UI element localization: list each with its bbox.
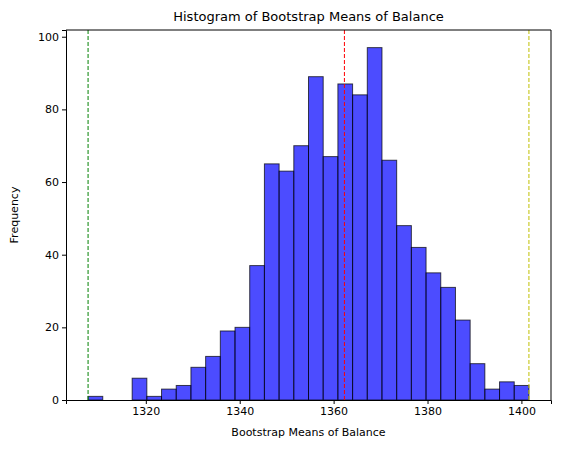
histogram-bar — [426, 273, 441, 400]
histogram-bar — [117, 400, 132, 401]
y-tick: 100 — [38, 31, 66, 44]
histogram-bar — [500, 382, 515, 400]
x-axis-title: Bootstrap Means of Balance — [231, 426, 386, 439]
y-axis-line — [62, 31, 67, 401]
y-axis: 0 20 40 60 80 100 — [38, 31, 67, 408]
y-tick-label: 80 — [45, 103, 59, 116]
histogram-bar — [309, 77, 324, 400]
histogram-bar — [162, 389, 177, 400]
x-tick-label: 1340 — [226, 405, 254, 418]
x-tick-mark — [334, 400, 335, 404]
histogram-bar — [323, 157, 338, 400]
plot-area: 1320 1340 1360 1380 1400 0 20 40 60 80 100 — [38, 30, 552, 418]
reference-line — [344, 30, 345, 400]
histogram-bar — [191, 367, 206, 400]
y-tick-mark — [62, 37, 66, 38]
histogram-bar — [382, 160, 397, 400]
y-tick-mark — [62, 400, 66, 401]
histogram-bar — [397, 226, 412, 400]
histogram-bar — [206, 356, 221, 400]
histogram-bar — [441, 287, 456, 400]
histogram-bar — [88, 396, 103, 400]
histogram-bar — [235, 327, 250, 400]
y-tick: 80 — [45, 103, 66, 116]
y-tick-mark — [62, 327, 66, 328]
y-tick: 0 — [52, 394, 66, 407]
y-tick-label: 100 — [38, 31, 59, 44]
x-tick: 1380 — [414, 400, 442, 418]
title: Histogram of Bootstrap Means of Balance — [173, 9, 444, 24]
histogram-bar — [176, 385, 191, 400]
histogram-bar — [279, 171, 294, 400]
histogram-bar — [220, 331, 235, 400]
frame-top — [66, 30, 551, 31]
x-tick-label: 1320 — [132, 405, 160, 418]
y-tick-label: 40 — [45, 249, 59, 262]
x-tick: 1340 — [226, 400, 254, 418]
x-tick: 1320 — [132, 400, 160, 418]
y-tick-mark — [62, 255, 66, 256]
histogram-bar — [470, 364, 485, 400]
y-tick-label: 60 — [45, 176, 59, 189]
x-tick-label: 1380 — [414, 405, 442, 418]
histogram-bar — [367, 48, 382, 400]
x-axis-line — [67, 401, 552, 405]
x-tick-label: 1360 — [320, 405, 348, 418]
histogram-bar — [411, 247, 426, 400]
y-tick-label: 0 — [52, 394, 59, 407]
y-tick-mark — [62, 109, 66, 110]
y-tick-label: 20 — [45, 321, 59, 334]
marks — [88, 30, 529, 400]
y-tick: 20 — [45, 321, 66, 334]
y-tick: 40 — [45, 249, 66, 262]
reference-line — [528, 30, 529, 400]
x-tick-mark — [146, 400, 147, 404]
histogram-bar — [103, 400, 118, 401]
chart: 1320 1340 1360 1380 1400 0 20 40 60 80 100 Histogra… — [0, 0, 571, 453]
histogram-bar — [147, 396, 162, 400]
histogram-bar — [514, 385, 529, 400]
histogram-bar — [132, 378, 147, 400]
frame-right — [551, 30, 552, 400]
x-tick: 1400 — [508, 400, 536, 418]
histogram-bar — [353, 95, 368, 400]
histogram-bar — [264, 164, 279, 400]
x-tick-mark — [428, 400, 429, 404]
reference-line — [88, 30, 89, 400]
x-tick-mark — [240, 400, 241, 404]
y-tick: 60 — [45, 176, 66, 189]
histogram-bar — [250, 266, 265, 400]
y-tick-mark — [62, 182, 66, 183]
x-axis: 1320 1340 1360 1380 1400 — [67, 400, 552, 418]
y-axis-title: Frequency — [8, 186, 21, 243]
x-tick-mark — [521, 400, 522, 404]
histogram-bar — [485, 389, 500, 400]
histogram-bar — [338, 84, 353, 400]
x-tick: 1360 — [320, 400, 348, 418]
histogram-bar — [455, 320, 470, 400]
histogram-bar — [294, 146, 309, 400]
x-tick-label: 1400 — [508, 405, 536, 418]
